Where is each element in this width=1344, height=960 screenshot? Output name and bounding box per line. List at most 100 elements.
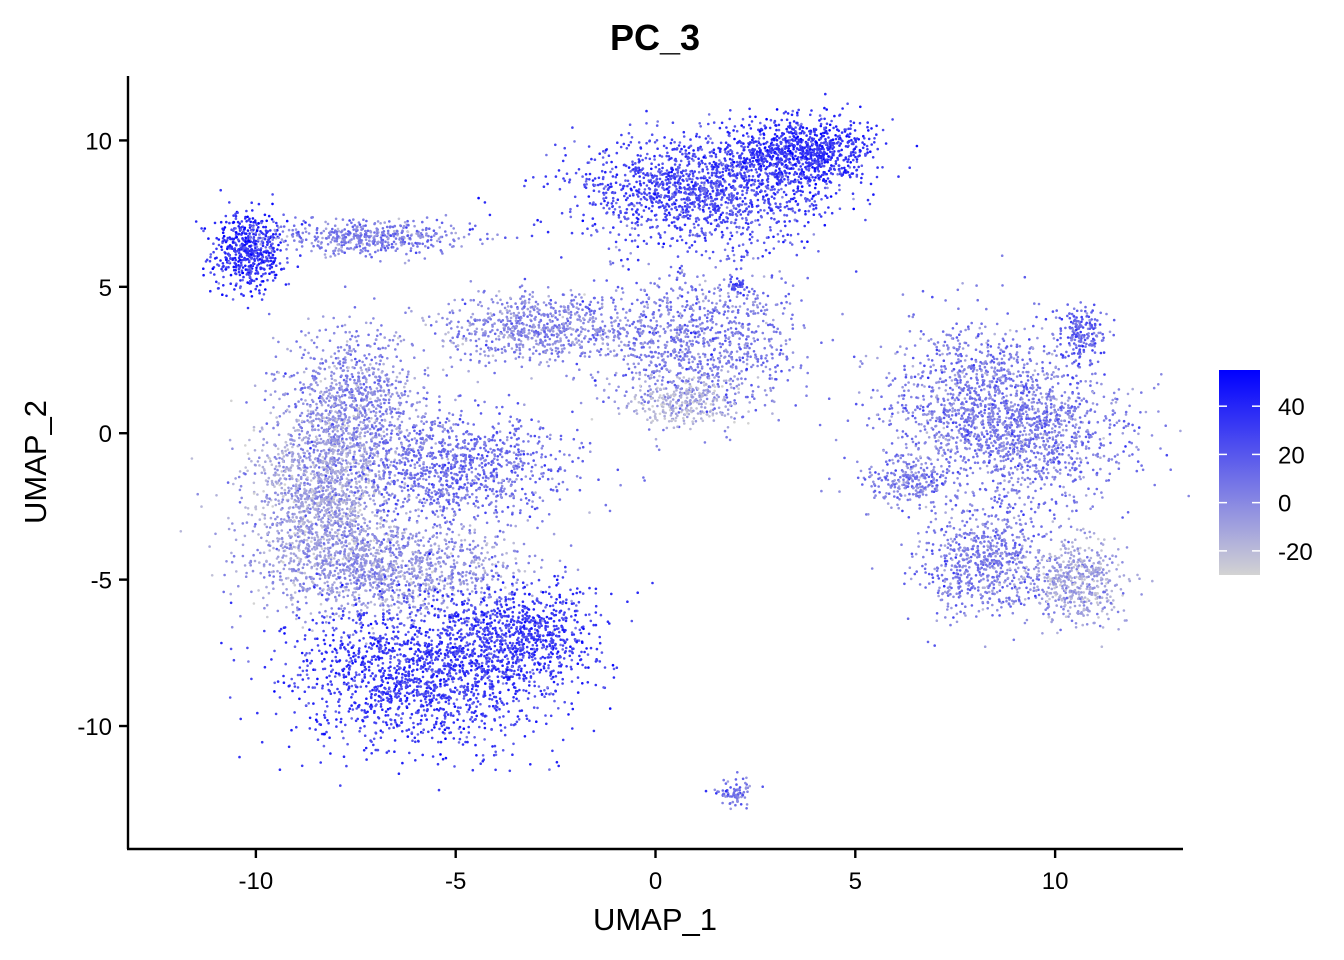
data-point [359, 232, 363, 235]
data-point [823, 186, 827, 190]
data-point [779, 142, 783, 145]
data-point [662, 428, 665, 432]
data-point [780, 301, 783, 305]
data-point [219, 220, 223, 224]
data-point [630, 208, 634, 211]
data-point [813, 200, 817, 203]
data-point [683, 422, 686, 425]
data-point [676, 310, 680, 314]
data-point [245, 241, 249, 245]
data-point [405, 252, 408, 256]
data-point [752, 141, 755, 144]
data-point [425, 234, 428, 237]
data-point [282, 225, 286, 228]
data-point [675, 147, 679, 150]
data-point [761, 305, 765, 309]
data-point [676, 270, 680, 274]
data-point [688, 198, 691, 202]
data-point [761, 178, 764, 182]
data-point [739, 154, 742, 157]
data-point [238, 258, 242, 262]
data-point [366, 249, 370, 253]
data-point [820, 341, 823, 345]
data-point [673, 176, 677, 179]
data-point [414, 251, 418, 255]
data-point [676, 174, 680, 177]
data-point [262, 272, 265, 276]
data-point [656, 339, 660, 343]
data-point [768, 126, 772, 130]
data-point [781, 174, 784, 178]
data-point [610, 202, 614, 205]
data-point [812, 213, 816, 216]
data-point [636, 220, 639, 224]
data-point [747, 410, 750, 413]
data-point [736, 311, 740, 314]
data-point [361, 227, 365, 231]
data-point [711, 363, 715, 367]
data-point [248, 244, 251, 248]
data-point [669, 352, 673, 356]
data-point [747, 327, 750, 331]
data-point [631, 160, 634, 163]
data-point [625, 211, 628, 215]
data-point [638, 175, 641, 178]
data-point [738, 208, 742, 212]
data-point [768, 368, 772, 371]
data-point [730, 161, 733, 165]
data-point [653, 174, 656, 177]
data-point [255, 245, 259, 248]
data-point [778, 172, 782, 176]
data-point [782, 111, 786, 115]
data-point [703, 175, 706, 178]
data-point [706, 340, 709, 344]
data-point [626, 179, 630, 183]
data-point [431, 244, 435, 248]
data-point [373, 243, 377, 247]
data-point [633, 355, 637, 358]
data-point [716, 170, 719, 173]
data-point [491, 323, 494, 327]
data-point [335, 239, 339, 243]
data-point [700, 288, 704, 292]
data-point [826, 177, 830, 180]
data-point [775, 205, 778, 209]
data-point [785, 118, 789, 121]
data-point [649, 392, 652, 395]
data-point [753, 300, 757, 304]
data-point [417, 234, 421, 238]
data-point [493, 322, 496, 325]
data-point [677, 351, 681, 354]
data-point [355, 245, 359, 249]
data-point [852, 142, 855, 146]
data-point [759, 164, 763, 168]
data-point [622, 184, 625, 188]
data-point [781, 312, 785, 315]
scatter-points [179, 92, 1190, 811]
data-point [638, 334, 642, 338]
data-point [680, 295, 684, 298]
data-point [324, 227, 328, 230]
data-point [240, 269, 244, 273]
data-point [696, 412, 700, 415]
data-point [763, 190, 767, 193]
data-point [689, 144, 693, 148]
data-point [731, 334, 735, 338]
data-point [707, 113, 711, 116]
data-point [412, 219, 415, 223]
data-point [759, 214, 763, 218]
data-point [716, 286, 720, 290]
data-point [646, 342, 649, 345]
data-point [639, 147, 643, 150]
data-point [717, 193, 720, 196]
data-point [518, 343, 521, 346]
data-point [692, 376, 696, 379]
data-point [686, 187, 689, 191]
data-point [751, 393, 754, 397]
data-point [798, 127, 802, 131]
data-point [674, 406, 678, 410]
data-point [719, 259, 722, 263]
data-point [362, 247, 365, 250]
data-point [636, 330, 639, 334]
data-point [569, 288, 573, 292]
